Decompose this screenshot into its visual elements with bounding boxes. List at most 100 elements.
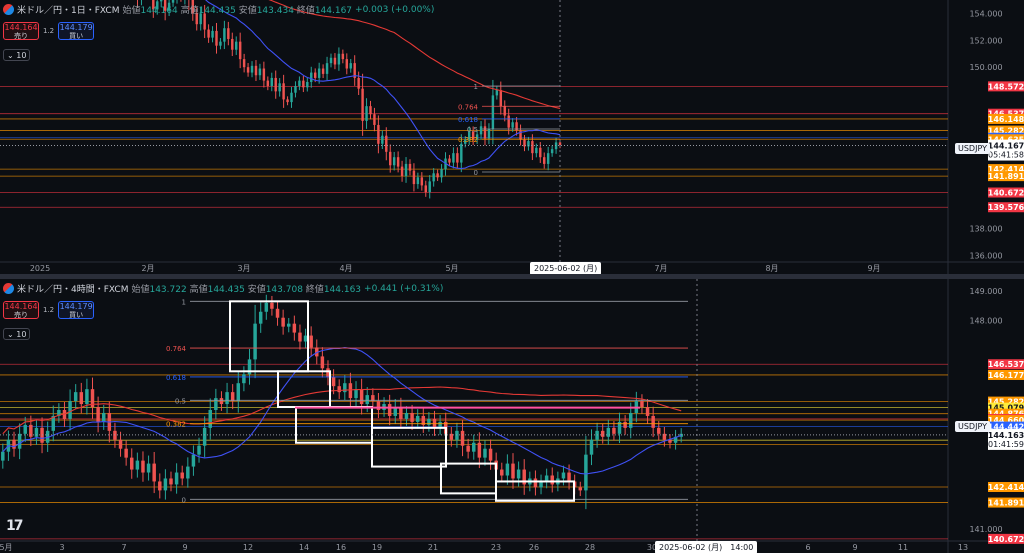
time-tick-label: 2月	[141, 264, 154, 273]
candle-body	[365, 395, 369, 405]
4h-time-cursor-label: 2025-06-02 (月) 14:00	[655, 541, 758, 553]
candle-body	[606, 427, 611, 437]
candle-body	[197, 445, 201, 455]
price-tag-bg	[988, 359, 1024, 370]
4h-symbol-title[interactable]: 米ドル／円・4時間・FXCM	[17, 285, 129, 295]
price-tick-label: 138.000	[969, 224, 1002, 233]
price-tag-bg	[988, 113, 1024, 124]
daily-buy-button[interactable]: 144.179 買い	[58, 22, 95, 40]
fib-level-label: 0.764	[166, 345, 187, 353]
time-tick-label: 11	[898, 543, 908, 552]
time-tick-label: 7月	[654, 264, 667, 273]
price-tag-label: 140.672	[988, 189, 1024, 198]
current-price-label: 144.163	[988, 431, 1024, 440]
4h-sell-button[interactable]: 144.164 売り	[3, 301, 39, 319]
daily-volume-toggle[interactable]: ⌄ 10	[3, 49, 31, 61]
candle-body	[254, 65, 258, 76]
candle-body	[231, 38, 234, 50]
pattern-box	[495, 480, 575, 502]
candle-body	[225, 392, 229, 405]
symbol-flag-icon	[3, 283, 14, 294]
daily-symbol-title[interactable]: 米ドル／円・1日・FXCM	[17, 6, 120, 16]
candle-body	[578, 487, 583, 491]
price-tick-label: 149.000	[969, 287, 1002, 296]
candle-body	[393, 407, 398, 416]
candle-body	[546, 153, 550, 164]
time-tick-label: 6	[805, 543, 810, 552]
candle-body	[321, 68, 325, 74]
candle-body	[416, 177, 420, 185]
price-tag-label: 142.414	[988, 165, 1024, 174]
candle-body	[561, 472, 566, 479]
candle-body	[479, 126, 483, 135]
time-tick-label: 13	[958, 543, 968, 552]
candle-body	[516, 469, 521, 479]
candle-body	[333, 57, 337, 65]
daily-chart-canvas[interactable]: 1 0.764 0.618 0.5 0.382 0 136.000 138.000 150.00…	[0, 0, 1024, 274]
pattern-box	[295, 406, 373, 444]
daily-chart-pane[interactable]: 1 0.764 0.618 0.5 0.382 0 136.000 138.000 150.00…	[0, 0, 1024, 274]
candle-body	[250, 65, 254, 73]
tradingview-logo-icon[interactable]: 17	[6, 518, 24, 534]
price-tag-bg	[988, 134, 1024, 145]
candle-body	[543, 157, 546, 164]
candle-body	[544, 475, 549, 482]
daily-spread: 1.2	[43, 27, 55, 35]
4h-volume-toggle[interactable]: ⌄ 10	[3, 328, 31, 340]
ma-slow-line	[2, 386, 682, 435]
pattern-box	[229, 300, 309, 373]
pattern-box	[371, 426, 447, 468]
candle-body	[242, 59, 246, 68]
candle-body	[306, 81, 309, 88]
candle-body	[507, 115, 510, 128]
candle-body	[326, 368, 330, 378]
candle-body	[452, 153, 455, 163]
candle-body	[246, 67, 250, 73]
candle-body	[539, 147, 542, 158]
candle-body	[329, 57, 333, 64]
4h-chart-pane[interactable]: 1 0.764 0.618 0.5 0.382 0 141.000 148.000 149.00…	[0, 279, 1024, 553]
candle-body	[399, 407, 403, 419]
4h-buy-button[interactable]: 144.179 買い	[58, 301, 95, 319]
candle-body	[527, 141, 530, 147]
candle-body	[215, 30, 218, 46]
pane-divider[interactable]	[0, 274, 1024, 279]
daily-sell-button[interactable]: 144.164 売り	[3, 22, 39, 40]
4h-chart-canvas[interactable]: 1 0.764 0.618 0.5 0.382 0 141.000 148.000 149.00…	[0, 279, 1024, 553]
candle-body	[369, 106, 372, 115]
candle-body	[236, 383, 241, 402]
candle-body	[152, 463, 156, 482]
candle-body	[203, 13, 206, 30]
time-tick-label: 14	[299, 543, 309, 552]
candle-body	[408, 163, 412, 171]
candle-body	[412, 170, 416, 185]
fib-level-label: 0.618	[166, 374, 186, 382]
price-tick-label: 154.000	[969, 9, 1002, 18]
time-tick-label: 12	[243, 543, 253, 552]
candle-body	[337, 53, 341, 65]
candle-body	[337, 386, 341, 393]
candle-body	[535, 147, 538, 154]
4h-trade-box: 144.164 売り 1.2 144.179 買い	[3, 301, 95, 319]
candle-body	[186, 466, 190, 479]
price-tag-bg	[988, 108, 1024, 119]
candle-body	[500, 469, 504, 476]
time-tick-label: 21	[428, 543, 438, 552]
candle-body	[258, 68, 262, 76]
candle-body	[45, 430, 50, 443]
price-tag-label: 145.282	[988, 398, 1024, 407]
candle-body	[152, 0, 155, 10]
candle-body	[554, 142, 558, 150]
candle-body	[503, 106, 506, 116]
candle-body	[640, 401, 644, 408]
candle-body	[354, 389, 358, 399]
time-tick-label: 8月	[765, 264, 778, 273]
candle-body	[223, 28, 226, 42]
candle-body	[377, 124, 380, 144]
candle-body	[359, 389, 364, 405]
candle-body	[533, 478, 538, 488]
pattern-box	[440, 462, 497, 495]
candle-body	[392, 157, 396, 166]
candle-body	[522, 469, 526, 485]
candle-body	[85, 389, 89, 405]
